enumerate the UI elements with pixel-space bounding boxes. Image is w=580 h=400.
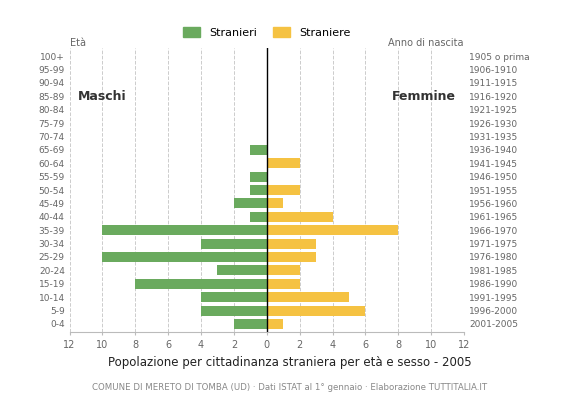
Bar (251, 185, 267, 195)
Bar (135, 279, 267, 289)
Bar (234, 198, 267, 208)
Bar (201, 238, 267, 249)
Text: COMUNE DI MERETO DI TOMBA (UD) · Dati ISTAT al 1° gennaio · Elaborazione TUTTITA: COMUNE DI MERETO DI TOMBA (UD) · Dati IS… (92, 383, 488, 392)
Bar (267, 306, 365, 316)
Bar (201, 306, 267, 316)
Bar (267, 279, 300, 289)
Text: Maschi: Maschi (78, 90, 126, 103)
Bar (267, 185, 300, 195)
Bar (267, 252, 316, 262)
Text: Femmine: Femmine (392, 90, 456, 103)
Bar (201, 292, 267, 302)
Legend: Stranieri, Straniere: Stranieri, Straniere (179, 22, 355, 42)
Text: Età: Età (70, 38, 86, 48)
Bar (267, 292, 349, 302)
Bar (234, 319, 267, 329)
Bar (251, 145, 267, 155)
Bar (218, 265, 267, 276)
Bar (267, 212, 332, 222)
Text: Popolazione per cittadinanza straniera per età e sesso - 2005: Popolazione per cittadinanza straniera p… (108, 356, 472, 369)
Bar (251, 212, 267, 222)
Bar (267, 225, 398, 235)
Bar (267, 265, 300, 276)
Bar (251, 172, 267, 182)
Bar (267, 238, 316, 249)
Bar (267, 158, 300, 168)
Bar (267, 198, 283, 208)
Bar (103, 252, 267, 262)
Bar (103, 225, 267, 235)
Text: Anno di nascita: Anno di nascita (389, 38, 464, 48)
Bar (267, 319, 283, 329)
